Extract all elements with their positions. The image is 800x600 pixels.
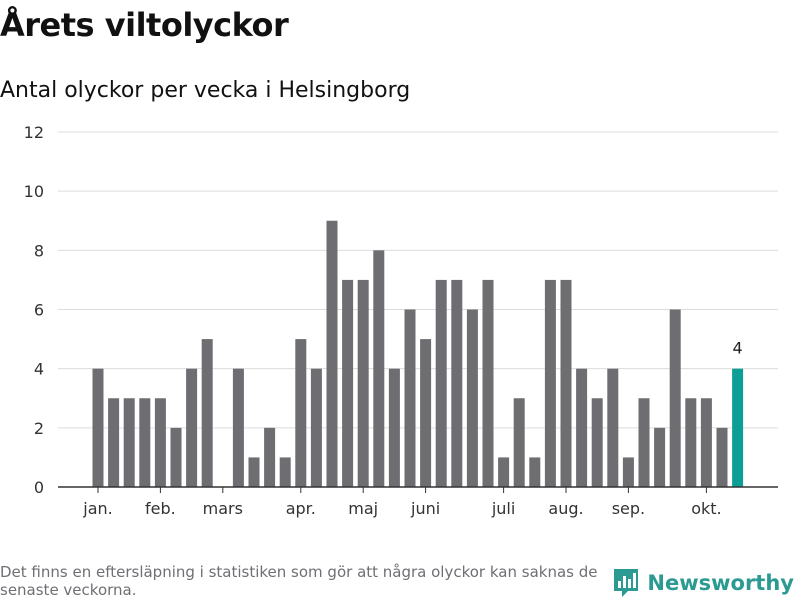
y-tick-label: 4 xyxy=(34,360,44,379)
brand-name: Newsworthy xyxy=(647,571,794,595)
x-tick-label: juli xyxy=(491,499,515,518)
bar xyxy=(576,368,588,487)
x-tick-label: feb. xyxy=(145,499,176,518)
x-tick-label: juni xyxy=(410,499,440,518)
bar xyxy=(357,279,369,487)
bar xyxy=(232,368,244,487)
bar xyxy=(622,457,634,487)
x-tick-label: apr. xyxy=(286,499,316,518)
data-label-current-week: 4 xyxy=(733,339,743,358)
x-tick-label: jan. xyxy=(82,499,112,518)
chart-title: Årets viltolyckor xyxy=(0,6,289,44)
axes xyxy=(58,486,778,493)
brand-logo: Newsworthy xyxy=(613,568,794,598)
y-tick-label: 6 xyxy=(34,301,44,320)
bar xyxy=(560,279,572,487)
bars xyxy=(92,220,744,487)
bar xyxy=(498,457,510,487)
bar xyxy=(482,279,494,487)
bar xyxy=(420,339,432,487)
bar xyxy=(295,339,307,487)
bar xyxy=(139,398,151,487)
chart-subtitle: Antal olyckor per vecka i Helsingborg xyxy=(0,78,411,103)
bar xyxy=(607,368,619,487)
bar xyxy=(342,279,354,487)
y-tick-label: 8 xyxy=(34,241,44,260)
bar xyxy=(248,457,260,487)
bar xyxy=(404,309,416,487)
footnote: Det finns en eftersläpning i statistiken… xyxy=(0,563,598,599)
bar xyxy=(154,398,166,487)
bar xyxy=(201,339,213,487)
bar-chart: 0 2 4 6 8 10 12 4 jan. feb. mars apr. maj juni juli aug… xyxy=(24,123,778,518)
y-tick-label: 0 xyxy=(34,478,44,497)
bar xyxy=(373,250,385,487)
bar-current-week xyxy=(732,368,744,487)
bar xyxy=(388,368,400,487)
y-tick-label: 10 xyxy=(24,182,44,201)
labels: 0 2 4 6 8 10 12 4 jan. feb. mars apr. maj juni juli aug… xyxy=(24,123,743,518)
bar xyxy=(466,309,478,487)
bar xyxy=(451,279,463,487)
bar xyxy=(326,220,338,487)
bar xyxy=(591,398,603,487)
bar xyxy=(186,368,198,487)
x-tick-label: mars xyxy=(203,499,243,518)
y-tick-label: 2 xyxy=(34,419,44,438)
bar xyxy=(264,427,276,487)
bar xyxy=(700,398,712,487)
bar xyxy=(544,279,556,487)
bar xyxy=(529,457,541,487)
x-tick-label: sep. xyxy=(612,499,645,518)
bar xyxy=(669,309,681,487)
bar xyxy=(638,398,650,487)
bar xyxy=(654,427,666,487)
y-tick-label: 12 xyxy=(24,123,44,142)
newsworthy-logo-icon xyxy=(614,569,639,597)
bar xyxy=(685,398,697,487)
bar xyxy=(310,368,322,487)
bar xyxy=(716,427,728,487)
bar xyxy=(435,279,447,487)
x-tick-label: okt. xyxy=(691,499,721,518)
bar xyxy=(513,398,525,487)
x-tick-label: aug. xyxy=(548,499,583,518)
bar xyxy=(108,398,120,487)
x-tick-label: maj xyxy=(348,499,378,518)
bar xyxy=(170,427,182,487)
bar xyxy=(279,457,291,487)
bar xyxy=(92,368,104,487)
bar xyxy=(123,398,135,487)
